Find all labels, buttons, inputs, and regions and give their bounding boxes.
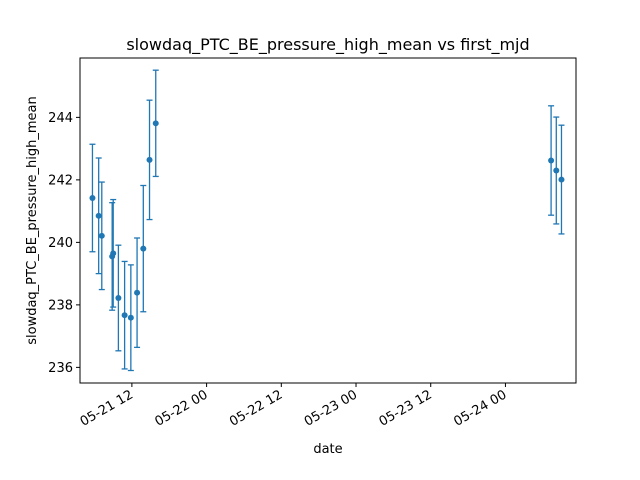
data-point <box>140 184 147 313</box>
point-marker <box>89 195 96 201</box>
data-point <box>89 143 96 253</box>
point-marker <box>115 295 122 301</box>
x-tick-label: 05-22 00 <box>152 387 210 429</box>
data-point <box>146 99 153 221</box>
point-marker <box>98 232 105 239</box>
plot-area <box>89 69 565 372</box>
x-axis-label: date <box>313 442 342 457</box>
x-tick-label: 05-22 12 <box>227 387 285 429</box>
point-marker <box>553 167 560 174</box>
point-marker <box>110 250 117 257</box>
y-tick-label: 244 <box>48 111 73 126</box>
data-point <box>548 105 555 216</box>
point-marker <box>152 120 159 127</box>
data-point <box>115 244 122 352</box>
data-point <box>152 69 159 178</box>
point-marker <box>127 314 134 321</box>
data-point <box>121 260 128 370</box>
data-point <box>110 198 117 308</box>
point-marker <box>548 157 555 164</box>
point-marker <box>558 176 565 183</box>
x-tick-label: 05-23 12 <box>377 387 435 429</box>
data-point <box>95 157 102 275</box>
chart-title: slowdaq_PTC_BE_pressure_high_mean vs fir… <box>126 35 529 55</box>
data-point <box>98 181 105 291</box>
y-tick-label: 236 <box>48 361 73 376</box>
x-tick-label: 05-24 00 <box>451 387 509 429</box>
point-marker <box>140 245 147 252</box>
point-marker <box>134 289 141 296</box>
y-tick-label: 240 <box>48 236 73 251</box>
y-tick-label: 238 <box>48 298 73 313</box>
data-point <box>558 124 565 235</box>
data-point <box>127 264 134 372</box>
axes-frame <box>79 57 577 384</box>
point-marker <box>121 312 128 319</box>
point-marker <box>95 212 102 219</box>
y-axis-label: slowdaq_PTC_BE_pressure_high_mean <box>25 96 40 345</box>
x-tick-label: 05-23 00 <box>302 387 360 429</box>
y-tick-label: 242 <box>48 173 73 188</box>
data-point <box>134 237 141 349</box>
data-point <box>553 116 560 225</box>
point-marker <box>146 156 153 163</box>
y-axis: 236 238 240 242 244 <box>48 111 80 376</box>
x-tick-label: 05-21 12 <box>78 387 136 429</box>
x-axis: 05-21 12 05-22 00 05-22 12 05-23 00 05-23 12… <box>78 383 509 430</box>
data-point <box>109 202 116 311</box>
